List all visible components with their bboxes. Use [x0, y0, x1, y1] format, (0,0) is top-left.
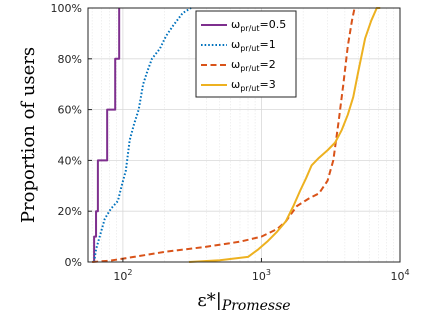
legend-label-3: ωpr/ut=3	[231, 78, 276, 93]
legend-label-2: ωpr/ut=2	[231, 58, 276, 73]
series-lines	[92, 7, 381, 263]
legend-label-1: ωpr/ut=1	[231, 38, 276, 53]
legend-label-0: ωpr/ut=0.5	[231, 18, 286, 33]
series-line-3	[188, 7, 381, 263]
series-line-1	[93, 7, 192, 263]
series-line-0	[93, 8, 121, 262]
y-tick-label-5: 100%	[51, 2, 82, 15]
x-tick-label-1: 103	[252, 268, 271, 283]
legend: ωpr/ut=0.5 ωpr/ut=1 ωpr/ut=2 ωpr/ut=3	[195, 10, 297, 98]
x-tick-label-0: 102	[113, 268, 132, 283]
axis-ticks: 0% 20% 40% 60% 80% 100% 102 103 104	[51, 2, 410, 283]
x-axis-label: ε*|Promesse	[197, 290, 290, 314]
y-tick-label-4: 80%	[58, 53, 82, 66]
plot-frame	[87, 7, 401, 263]
y-tick-label-3: 60%	[58, 104, 82, 117]
x-tick-label-2: 104	[390, 268, 409, 283]
series-line-2	[92, 7, 356, 263]
y-tick-label-1: 20%	[58, 205, 82, 218]
y-axis-label: Proportion of users	[18, 47, 39, 223]
y-tick-label-2: 40%	[58, 154, 82, 167]
y-tick-label-0: 0%	[65, 256, 82, 269]
